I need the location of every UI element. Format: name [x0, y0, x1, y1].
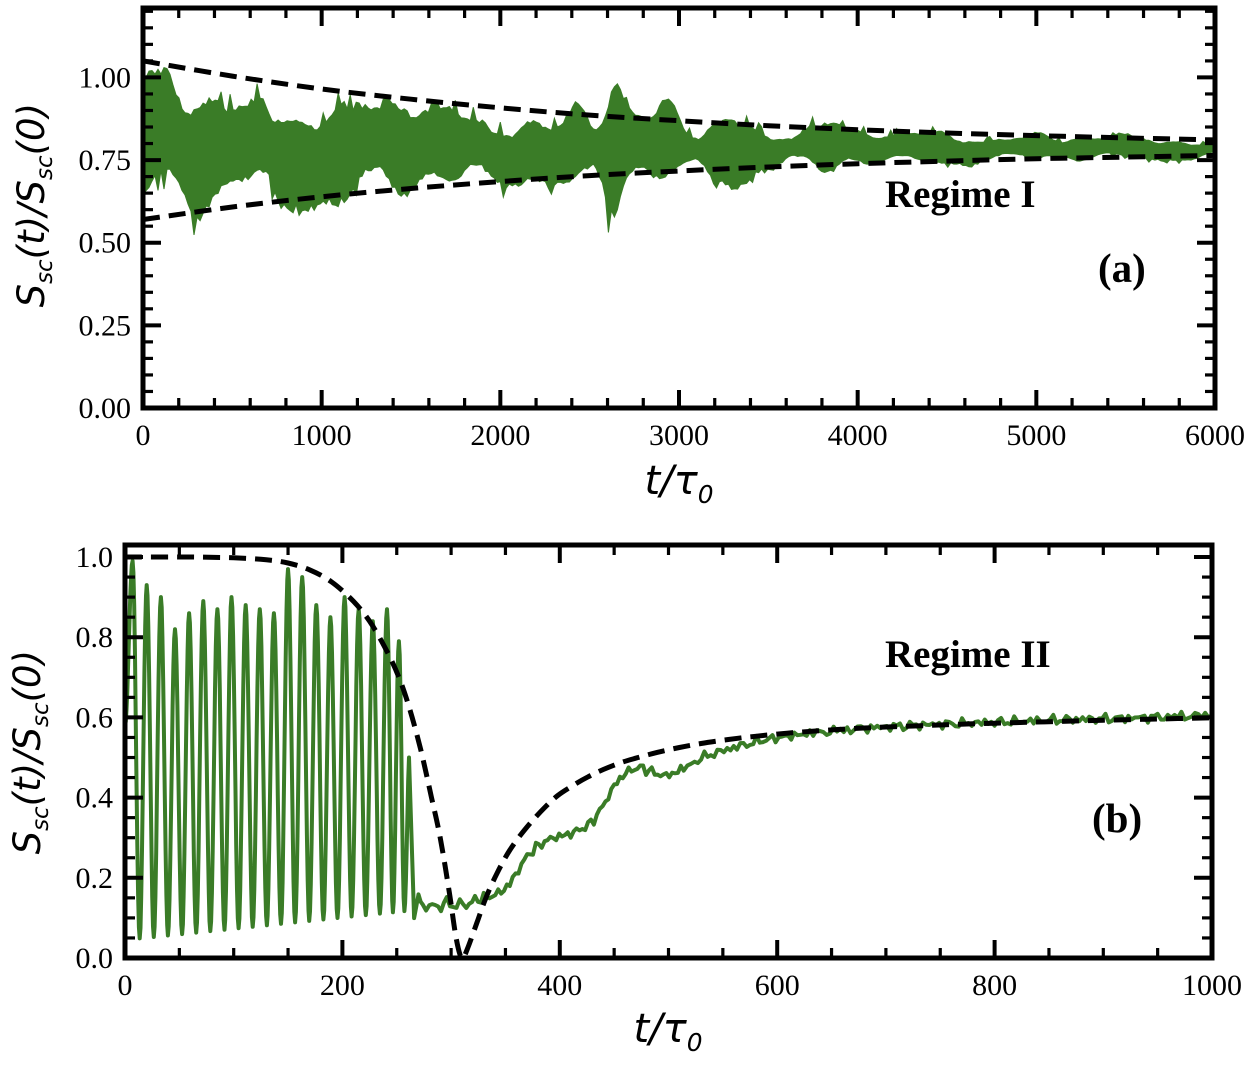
upper-envelope-dashed [143, 58, 1215, 143]
svg-text:0: 0 [118, 969, 133, 1002]
svg-text:5000: 5000 [1006, 419, 1066, 452]
panel-b-signal-curve [125, 559, 1212, 941]
svg-text:1000: 1000 [292, 419, 352, 452]
panel-b-axes [122, 542, 1215, 961]
panel-a-axes [140, 5, 1218, 411]
svg-text:0.6: 0.6 [76, 701, 114, 734]
svg-text:1.00: 1.00 [79, 61, 132, 94]
svg-text:0.8: 0.8 [76, 621, 114, 654]
y-axis-label-panel-b: Ssc(t)/Ssc(0) [5, 649, 55, 855]
theory-dashed [125, 554, 1212, 958]
x-axis-label-panel-b: t/τ0 [633, 1006, 703, 1057]
svg-text:600: 600 [755, 969, 800, 1002]
svg-text:1.0: 1.0 [76, 541, 114, 574]
svg-text:1000: 1000 [1182, 969, 1242, 1002]
svg-text:0.50: 0.50 [79, 227, 132, 260]
svg-text:400: 400 [537, 969, 582, 1002]
panel-b-tick-labels: 0 200 400 600 800 1000 0.0 0.2 0.4 0.6 0.8 1.0 [76, 541, 1243, 1002]
svg-text:0.00: 0.00 [79, 392, 132, 425]
svg-text:0: 0 [136, 419, 151, 452]
svg-text:800: 800 [972, 969, 1017, 1002]
svg-text:6000: 6000 [1185, 419, 1245, 452]
panel-a-letter: (a) [1098, 245, 1146, 291]
svg-text:0.4: 0.4 [76, 782, 114, 815]
panel-a-signal-band [143, 66, 1215, 235]
svg-text:4000: 4000 [828, 419, 888, 452]
svg-text:0.25: 0.25 [79, 309, 132, 342]
x-axis-label-panel-a: t/τ0 [644, 458, 714, 509]
svg-text:2000: 2000 [470, 419, 530, 452]
svg-text:0.2: 0.2 [76, 862, 114, 895]
regime-i-annotation: Regime I [885, 173, 1036, 216]
y-axis-label-panel-a: Ssc(t)/Ssc(0) [9, 102, 59, 308]
svg-text:0.0: 0.0 [76, 942, 114, 975]
lower-envelope-dashed [143, 152, 1215, 223]
panel-a-tick-labels: 0 1000 2000 3000 4000 5000 6000 0.00 0.25 0.50 0.7… [79, 61, 1246, 452]
regime-ii-annotation: Regime II [885, 633, 1051, 676]
panel-b-letter: (b) [1092, 795, 1143, 841]
svg-text:0.75: 0.75 [79, 144, 132, 177]
svg-text:3000: 3000 [649, 419, 709, 452]
svg-text:200: 200 [320, 969, 365, 1002]
